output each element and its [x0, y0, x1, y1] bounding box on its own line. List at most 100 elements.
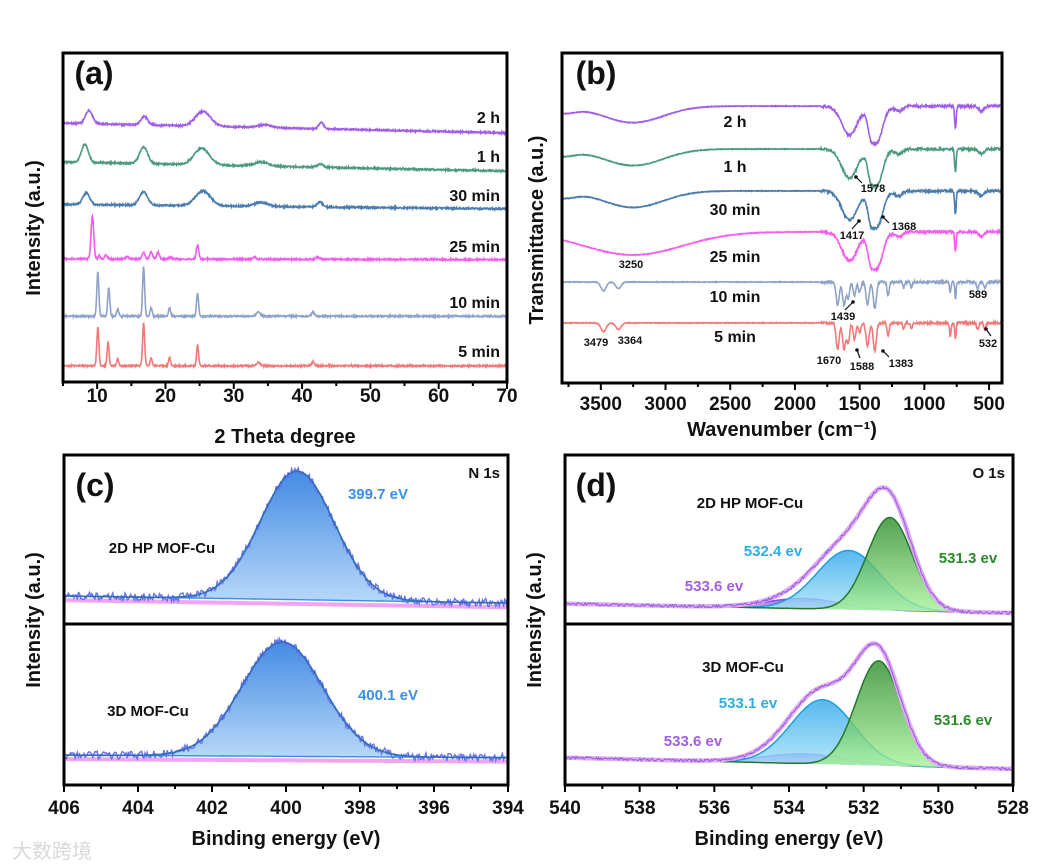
series-label: 10 min	[449, 295, 500, 312]
peak-annotation: 1439	[831, 311, 855, 323]
ftir-curve-1-h	[561, 144, 1003, 191]
x-tick-label: 20	[155, 386, 176, 407]
x-tick-label: 30	[223, 386, 244, 407]
arrow-head	[984, 327, 988, 331]
peak-annotation: 532	[979, 338, 997, 350]
peak-label: 533.6 ev	[664, 733, 723, 750]
series-label: 5 min	[458, 344, 500, 361]
watermark-logo: 大数跨境	[12, 839, 92, 863]
panel-title: N 1s	[468, 465, 500, 482]
x-tick-label: 538	[624, 798, 656, 819]
x-tick-label: 1000	[903, 394, 945, 415]
peak-annotation: 589	[969, 289, 987, 301]
panel-title: O 1s	[972, 465, 1005, 482]
x-tick-label: 3500	[580, 394, 622, 415]
xrd-curve-1-h	[62, 142, 508, 174]
x-tick-label: 532	[848, 798, 880, 819]
x-tick-label: 2000	[774, 394, 816, 415]
series-label: 30 min	[449, 188, 500, 205]
x-axis-label: Binding energy (eV)	[695, 828, 884, 850]
xrd-curve-2-h	[62, 107, 508, 137]
arrow-head	[851, 300, 855, 304]
panel-label: (b)	[576, 55, 617, 91]
y-axis-label: Intensity (a.u.)	[23, 552, 45, 688]
y-axis-label: Transmittance (a.u.)	[526, 136, 548, 325]
series-label: 30 min	[710, 202, 761, 219]
plot-frame	[61, 51, 509, 384]
peak-fill	[64, 642, 508, 758]
panel-label: (c)	[75, 467, 114, 503]
peak-label: 531.3 ev	[939, 550, 998, 567]
panel-label: (a)	[74, 55, 113, 91]
peak-annotation: 1588	[850, 361, 874, 373]
x-tick-label: 394	[492, 798, 524, 819]
series-label: 2 h	[723, 114, 746, 131]
x-tick-label: 534	[773, 798, 805, 819]
ftir-curve-10-min	[561, 277, 1003, 309]
x-tick-label: 528	[997, 798, 1029, 819]
x-tick-label: 536	[698, 798, 730, 819]
xrd-curve-10-min	[62, 266, 508, 321]
series-label: 25 min	[710, 249, 761, 266]
xrd-curve-30-min	[62, 188, 507, 213]
raw-data-line	[564, 642, 1014, 771]
ftir-curve-25-min	[561, 228, 1003, 273]
peak-fill	[64, 471, 508, 603]
ftir-curve-2-h	[562, 101, 1003, 148]
xrd-curve-5-min	[62, 322, 508, 370]
x-tick-label: 400	[270, 798, 302, 819]
x-tick-label: 2500	[709, 394, 751, 415]
x-tick-label: 500	[973, 394, 1005, 415]
plot-frame	[560, 51, 1004, 385]
x-tick-label: 10	[87, 386, 108, 407]
raw-data-line	[564, 485, 1014, 615]
component-fill	[565, 517, 1013, 613]
x-tick-label: 1500	[839, 394, 881, 415]
annotation-arrow	[844, 301, 854, 311]
sample-label: 2D HP MOF-Cu	[697, 495, 803, 512]
x-tick-label: 50	[360, 386, 381, 407]
raw-data-line	[63, 465, 509, 609]
x-axis-label: Binding energy (eV)	[192, 828, 381, 850]
y-axis-label: Intensity (a.u.)	[524, 552, 546, 688]
peak-label: 532.4 ev	[744, 543, 803, 560]
peak-annotation: 1417	[840, 230, 864, 242]
peak-annotation: 3364	[618, 335, 643, 347]
x-axis-label: Wavenumber (cm⁻¹)	[687, 419, 877, 441]
x-tick-label: 3000	[644, 394, 686, 415]
component-fill	[565, 699, 1013, 769]
series-label: 25 min	[449, 239, 500, 256]
peak-label: 400.1 eV	[358, 687, 418, 704]
x-tick-label: 406	[48, 798, 80, 819]
peak-annotation: 1368	[892, 221, 916, 233]
x-tick-label: 398	[344, 798, 376, 819]
series-label: 10 min	[710, 289, 761, 306]
arrow-head	[855, 348, 859, 352]
xrd-curve-25-min	[62, 213, 508, 264]
arrow-head	[881, 215, 885, 219]
x-tick-label: 60	[428, 386, 449, 407]
x-tick-label: 402	[196, 798, 228, 819]
arrow-head	[854, 175, 858, 179]
component-fill	[565, 660, 1013, 769]
fit-line	[64, 641, 508, 759]
x-tick-label: 530	[922, 798, 954, 819]
ftir-curve-30-min	[562, 186, 1003, 231]
peak-annotation: 1578	[861, 183, 885, 195]
peak-annotation: 3479	[584, 337, 608, 349]
x-tick-label: 70	[496, 386, 517, 407]
background-line	[64, 757, 509, 764]
series-label: 1 h	[477, 149, 500, 166]
sample-label: 3D MOF-Cu	[107, 703, 189, 720]
series-label: 5 min	[714, 329, 756, 346]
x-tick-label: 40	[292, 386, 313, 407]
panel-label: (d)	[576, 467, 617, 503]
series-label: 2 h	[477, 110, 500, 127]
fit-line	[63, 470, 508, 604]
peak-annotation: 3250	[619, 259, 643, 271]
arrow-head	[881, 349, 885, 353]
x-tick-label: 540	[549, 798, 581, 819]
arrow-head	[857, 219, 861, 223]
sample-label: 3D MOF-Cu	[702, 659, 784, 676]
